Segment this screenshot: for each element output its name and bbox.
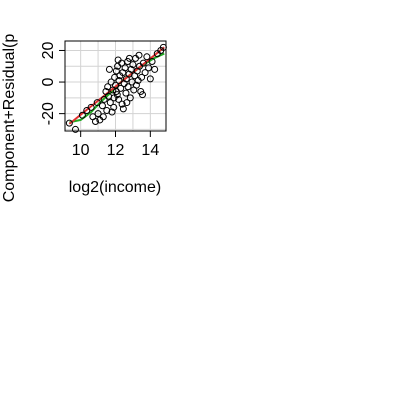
data-point — [112, 88, 120, 96]
data-point — [135, 51, 143, 59]
data-point — [108, 108, 116, 116]
data-point — [119, 105, 127, 113]
data-point — [87, 103, 95, 111]
data-point — [78, 111, 86, 119]
y-tick-label: 20 — [40, 41, 57, 59]
data-point — [132, 81, 140, 89]
data-point — [105, 65, 113, 73]
data-point — [99, 113, 107, 121]
data-point — [146, 75, 154, 83]
data-point — [104, 83, 112, 91]
data-point — [115, 76, 123, 84]
y-axis-label: Component+Residual(p — [1, 34, 18, 203]
data-point — [112, 67, 120, 75]
data-point — [151, 65, 159, 73]
data-point — [110, 103, 118, 111]
data-point — [125, 54, 133, 62]
data-point — [122, 89, 130, 97]
data-point — [98, 102, 106, 110]
x-tick-label: 10 — [72, 142, 90, 159]
data-point — [115, 95, 123, 103]
y-tick-label: -20 — [40, 102, 57, 125]
data-point — [65, 119, 73, 127]
x-axis: 10 12 14 — [72, 131, 159, 159]
data-point — [114, 56, 122, 64]
x-tick-label: 14 — [141, 142, 159, 159]
fit-line — [68, 46, 165, 125]
x-axis-label: log2(income) — [69, 179, 161, 196]
data-point — [138, 91, 146, 99]
data-point — [91, 118, 99, 126]
data-point — [126, 94, 134, 102]
data-point — [139, 59, 147, 67]
data-point — [138, 73, 146, 81]
data-point — [93, 99, 101, 107]
data-point — [143, 53, 151, 61]
data-point — [141, 69, 149, 77]
data-point — [129, 61, 137, 69]
data-point — [94, 110, 102, 118]
y-axis: -20 0 20 — [40, 41, 65, 125]
data-point — [110, 94, 118, 102]
data-point — [123, 99, 131, 107]
data-point — [148, 58, 156, 66]
data-point — [118, 100, 126, 108]
data-point — [71, 125, 79, 133]
data-point — [124, 83, 132, 91]
y-tick-label: 0 — [40, 78, 57, 87]
data-point — [106, 99, 114, 107]
fit-line-layer — [68, 46, 165, 125]
x-tick-label: 12 — [107, 142, 125, 159]
